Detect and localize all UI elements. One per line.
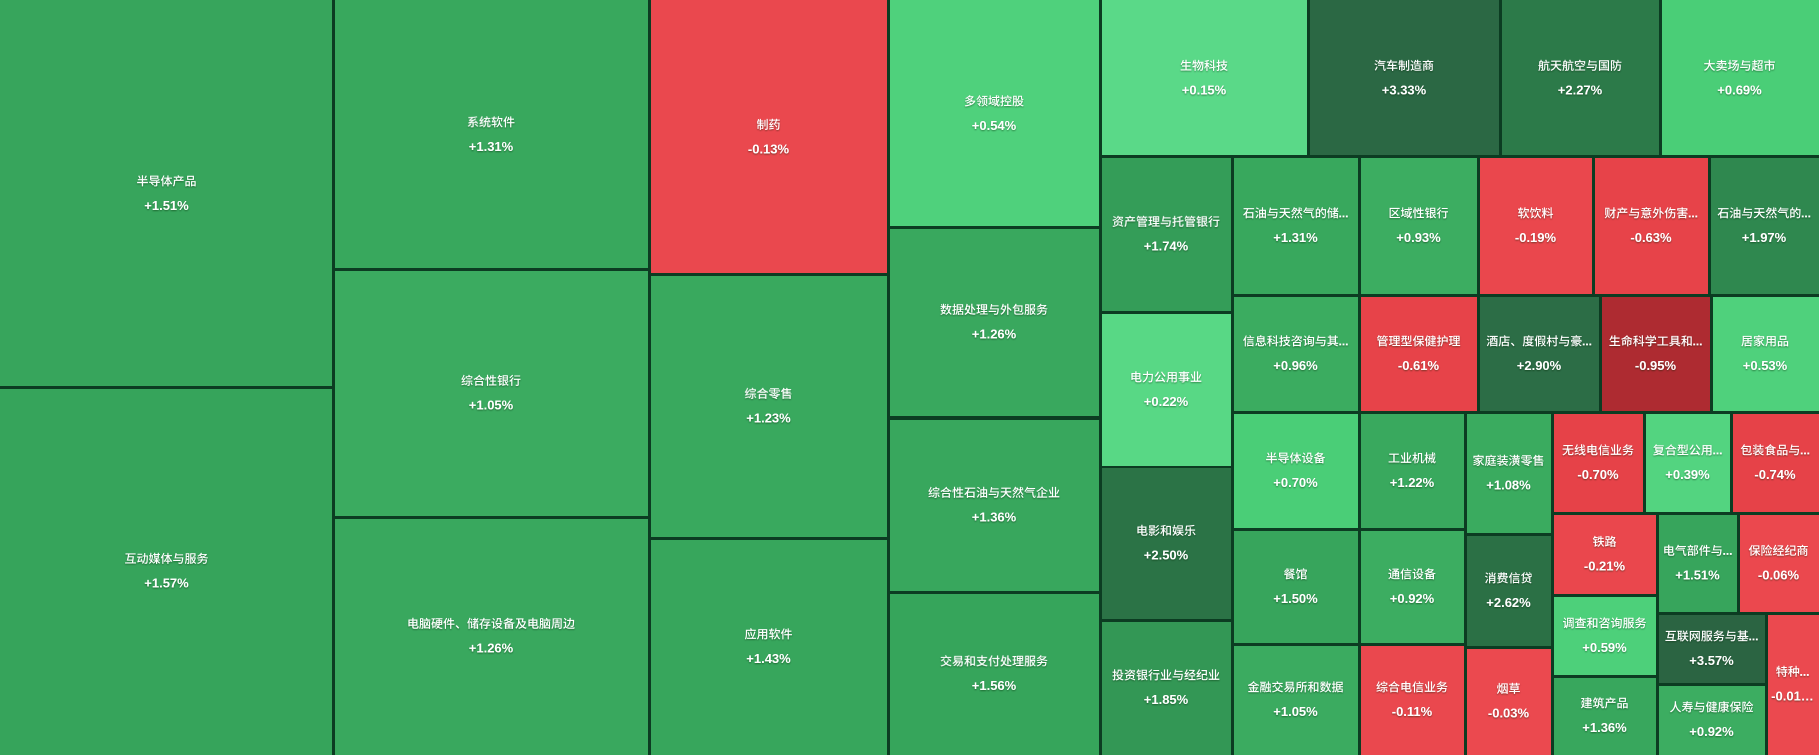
svg-text:+1.26%: +1.26% bbox=[972, 327, 1017, 342]
svg-text:+1.22%: +1.22% bbox=[1390, 475, 1435, 490]
svg-text:+1.36%: +1.36% bbox=[1582, 720, 1627, 735]
svg-text:+2.62%: +2.62% bbox=[1486, 595, 1531, 610]
svg-text:-0.19%: -0.19% bbox=[1515, 230, 1557, 245]
svg-text:+1.56%: +1.56% bbox=[972, 678, 1017, 693]
svg-text:-0.21%: -0.21% bbox=[1584, 559, 1626, 574]
svg-text:+1.31%: +1.31% bbox=[1273, 230, 1318, 245]
svg-text:+0.39%: +0.39% bbox=[1665, 467, 1710, 482]
svg-text:+1.05%: +1.05% bbox=[469, 398, 514, 413]
svg-text:+0.15%: +0.15% bbox=[1182, 83, 1227, 98]
svg-text:-0.95%: -0.95% bbox=[1635, 358, 1677, 373]
svg-text:+1.31%: +1.31% bbox=[469, 139, 514, 154]
svg-text:+1.85%: +1.85% bbox=[1144, 692, 1189, 707]
svg-text:+0.69%: +0.69% bbox=[1717, 83, 1762, 98]
svg-text:-0.74%: -0.74% bbox=[1754, 467, 1796, 482]
svg-text:+1.26%: +1.26% bbox=[469, 641, 514, 656]
svg-text:-0.06%: -0.06% bbox=[1758, 568, 1800, 583]
svg-text:+0.92%: +0.92% bbox=[1689, 724, 1734, 739]
svg-text:+0.92%: +0.92% bbox=[1390, 591, 1435, 606]
svg-text:+1.57%: +1.57% bbox=[144, 576, 189, 591]
svg-text:+1.08%: +1.08% bbox=[1486, 478, 1531, 493]
svg-text:+0.22%: +0.22% bbox=[1144, 394, 1189, 409]
svg-text:-0.01…: -0.01… bbox=[1771, 689, 1814, 704]
svg-text:+1.51%: +1.51% bbox=[1675, 568, 1720, 583]
svg-text:-0.63%: -0.63% bbox=[1630, 230, 1672, 245]
svg-text:+1.97%: +1.97% bbox=[1742, 230, 1787, 245]
svg-text:+1.50%: +1.50% bbox=[1273, 591, 1318, 606]
svg-text:-0.13%: -0.13% bbox=[748, 142, 790, 157]
svg-text:+1.23%: +1.23% bbox=[746, 411, 791, 426]
svg-text:+1.36%: +1.36% bbox=[972, 510, 1017, 525]
svg-text:+0.96%: +0.96% bbox=[1273, 358, 1318, 373]
svg-text:+2.50%: +2.50% bbox=[1144, 548, 1189, 563]
svg-text:+0.54%: +0.54% bbox=[972, 118, 1017, 133]
svg-text:+0.59%: +0.59% bbox=[1582, 640, 1627, 655]
svg-text:+0.93%: +0.93% bbox=[1396, 230, 1441, 245]
svg-text:-0.70%: -0.70% bbox=[1577, 467, 1619, 482]
svg-text:+0.53%: +0.53% bbox=[1743, 358, 1788, 373]
svg-text:+3.57%: +3.57% bbox=[1689, 653, 1734, 668]
svg-text:+0.70%: +0.70% bbox=[1273, 475, 1318, 490]
svg-text:-0.11%: -0.11% bbox=[1392, 704, 1433, 719]
svg-text:-0.61%: -0.61% bbox=[1398, 358, 1440, 373]
svg-text:+3.33%: +3.33% bbox=[1382, 83, 1427, 98]
svg-text:-0.03%: -0.03% bbox=[1488, 706, 1530, 721]
svg-text:+1.74%: +1.74% bbox=[1144, 239, 1189, 254]
svg-text:+1.43%: +1.43% bbox=[746, 651, 791, 666]
svg-text:+1.05%: +1.05% bbox=[1273, 704, 1318, 719]
svg-text:+2.27%: +2.27% bbox=[1558, 83, 1603, 98]
svg-text:+2.90%: +2.90% bbox=[1517, 358, 1562, 373]
svg-text:+1.51%: +1.51% bbox=[144, 198, 189, 213]
